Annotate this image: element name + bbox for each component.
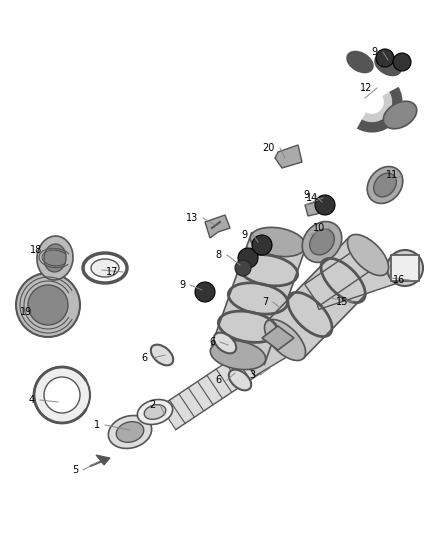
- Ellipse shape: [91, 259, 119, 277]
- Ellipse shape: [251, 228, 306, 256]
- Ellipse shape: [315, 195, 335, 215]
- Text: 14: 14: [306, 193, 318, 203]
- Ellipse shape: [44, 244, 66, 272]
- Text: 15: 15: [336, 297, 348, 307]
- Ellipse shape: [214, 333, 236, 353]
- Ellipse shape: [37, 236, 73, 280]
- Ellipse shape: [393, 53, 411, 71]
- Text: 9: 9: [304, 190, 310, 200]
- Polygon shape: [205, 215, 230, 238]
- Text: 10: 10: [313, 223, 325, 233]
- Ellipse shape: [347, 235, 389, 276]
- Ellipse shape: [116, 422, 144, 442]
- Ellipse shape: [265, 319, 306, 360]
- Ellipse shape: [374, 173, 396, 197]
- Ellipse shape: [144, 405, 166, 419]
- Ellipse shape: [151, 345, 173, 365]
- Text: 3: 3: [249, 370, 255, 380]
- Ellipse shape: [195, 282, 215, 302]
- Ellipse shape: [347, 52, 373, 72]
- Text: 17: 17: [106, 267, 118, 277]
- Ellipse shape: [302, 222, 342, 262]
- Polygon shape: [305, 247, 373, 306]
- Polygon shape: [311, 256, 409, 309]
- Text: 11: 11: [386, 170, 398, 180]
- Polygon shape: [160, 350, 260, 430]
- Text: 6: 6: [216, 375, 222, 385]
- Text: 5: 5: [72, 465, 78, 475]
- Text: 12: 12: [360, 83, 372, 93]
- Text: 13: 13: [186, 213, 198, 223]
- Text: 9: 9: [242, 230, 248, 240]
- Polygon shape: [266, 237, 387, 358]
- Ellipse shape: [229, 370, 251, 390]
- Polygon shape: [305, 200, 325, 216]
- Ellipse shape: [252, 235, 272, 255]
- Text: 18: 18: [30, 245, 42, 255]
- Text: 6: 6: [209, 337, 215, 347]
- Polygon shape: [262, 326, 294, 350]
- Text: 4: 4: [29, 395, 35, 405]
- Ellipse shape: [235, 260, 251, 276]
- Text: 20: 20: [263, 143, 275, 153]
- Ellipse shape: [367, 166, 403, 204]
- Text: 8: 8: [216, 250, 222, 260]
- Text: 9: 9: [179, 280, 185, 290]
- Ellipse shape: [375, 54, 401, 76]
- Ellipse shape: [108, 416, 152, 448]
- Ellipse shape: [383, 101, 417, 129]
- Ellipse shape: [138, 400, 173, 424]
- Ellipse shape: [210, 341, 266, 369]
- Text: 2: 2: [149, 400, 155, 410]
- Text: 9: 9: [372, 47, 378, 57]
- Polygon shape: [241, 329, 297, 376]
- Ellipse shape: [44, 377, 80, 413]
- Polygon shape: [212, 233, 304, 365]
- Text: 6: 6: [142, 353, 148, 363]
- Text: 19: 19: [20, 307, 32, 317]
- Text: 16: 16: [393, 275, 405, 285]
- Ellipse shape: [16, 273, 80, 337]
- Ellipse shape: [238, 248, 258, 268]
- Text: 7: 7: [262, 297, 268, 307]
- Ellipse shape: [387, 250, 423, 286]
- Ellipse shape: [34, 367, 90, 423]
- Polygon shape: [275, 145, 302, 168]
- Ellipse shape: [28, 285, 68, 325]
- Text: 1: 1: [94, 420, 100, 430]
- Bar: [391, 255, 419, 281]
- Polygon shape: [96, 455, 110, 465]
- Ellipse shape: [376, 49, 394, 67]
- Ellipse shape: [310, 229, 334, 255]
